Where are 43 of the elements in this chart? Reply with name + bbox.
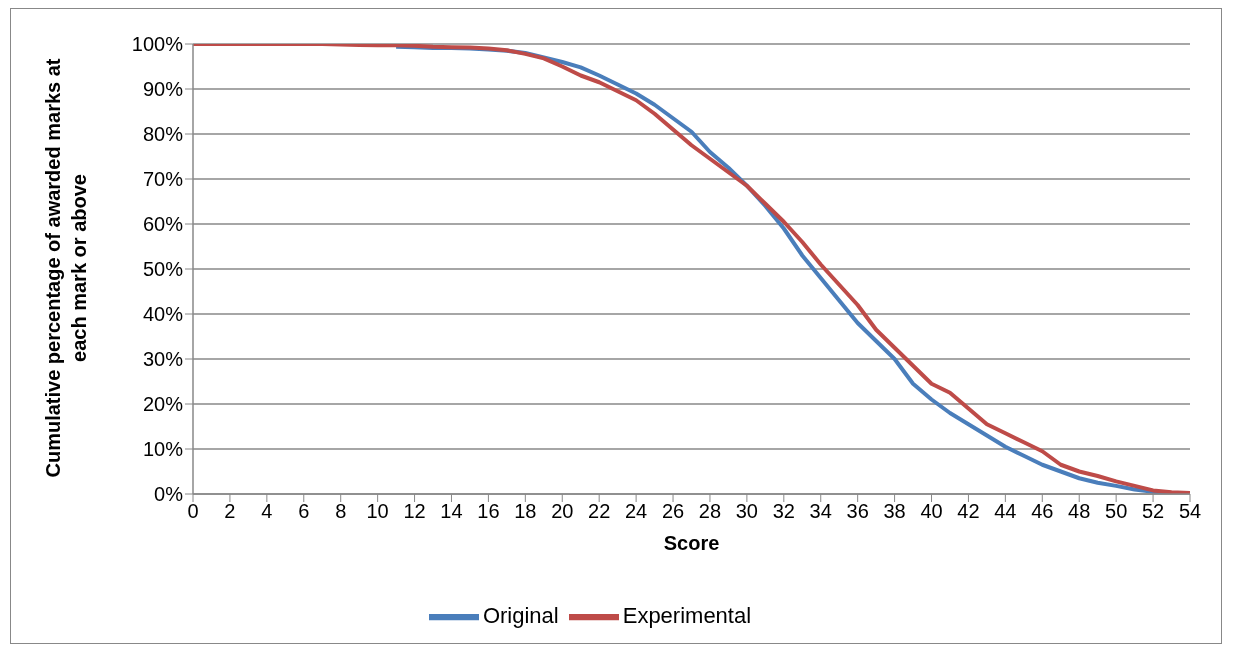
y-tick-label: 0%	[154, 483, 184, 506]
y-axis-title: Cumulative percentage of awarded marks at each mark or above	[41, 58, 91, 478]
x-tick-label: 46	[1031, 500, 1054, 523]
x-tick-label: 26	[661, 500, 685, 523]
y-tick-label: 100%	[131, 33, 184, 56]
x-tick-label: 4	[261, 500, 273, 523]
y-tick-label: 60%	[142, 213, 184, 236]
x-tick-label: 16	[477, 500, 500, 523]
x-tick-label: 54	[1178, 500, 1202, 523]
x-tick-label: 12	[403, 500, 426, 523]
x-tick-label: 30	[735, 500, 759, 523]
x-tick-label: 42	[957, 500, 980, 523]
y-tick-label: 30%	[142, 348, 184, 371]
y-tick-label: 20%	[142, 393, 184, 416]
x-tick-label: 52	[1141, 500, 1165, 523]
x-tick-label: 38	[883, 500, 906, 523]
y-tick-label: 90%	[142, 78, 184, 101]
x-tick-label: 0	[187, 500, 199, 523]
y-tick-label: 10%	[142, 438, 184, 461]
y-tick-label: 70%	[142, 168, 184, 191]
legend-label: Original	[482, 602, 559, 628]
y-tick-label: 50%	[142, 258, 184, 281]
y-tick-label: 40%	[142, 303, 184, 326]
y-tick-label: 80%	[142, 123, 184, 146]
x-tick-label: 20	[551, 500, 574, 523]
x-axis-title: Score	[663, 532, 720, 554]
x-tick-label: 40	[920, 500, 943, 523]
x-tick-label: 24	[624, 500, 648, 523]
x-tick-label: 2	[224, 500, 236, 523]
x-tick-label: 36	[846, 500, 869, 523]
legend-label: Experimental	[622, 602, 752, 628]
x-tick-label: 44	[994, 500, 1017, 523]
x-tick-label: 10	[366, 500, 389, 523]
x-tick-label: 18	[514, 500, 537, 523]
x-tick-label: 14	[440, 500, 463, 523]
x-tick-label: 48	[1068, 500, 1091, 523]
x-tick-label: 50	[1105, 500, 1128, 523]
x-tick-label: 6	[298, 500, 310, 523]
x-tick-label: 34	[809, 500, 832, 523]
x-tick-label: 28	[698, 500, 722, 523]
x-tick-label: 22	[588, 500, 611, 523]
x-tick-label: 8	[335, 500, 347, 523]
x-tick-label: 32	[772, 500, 795, 523]
